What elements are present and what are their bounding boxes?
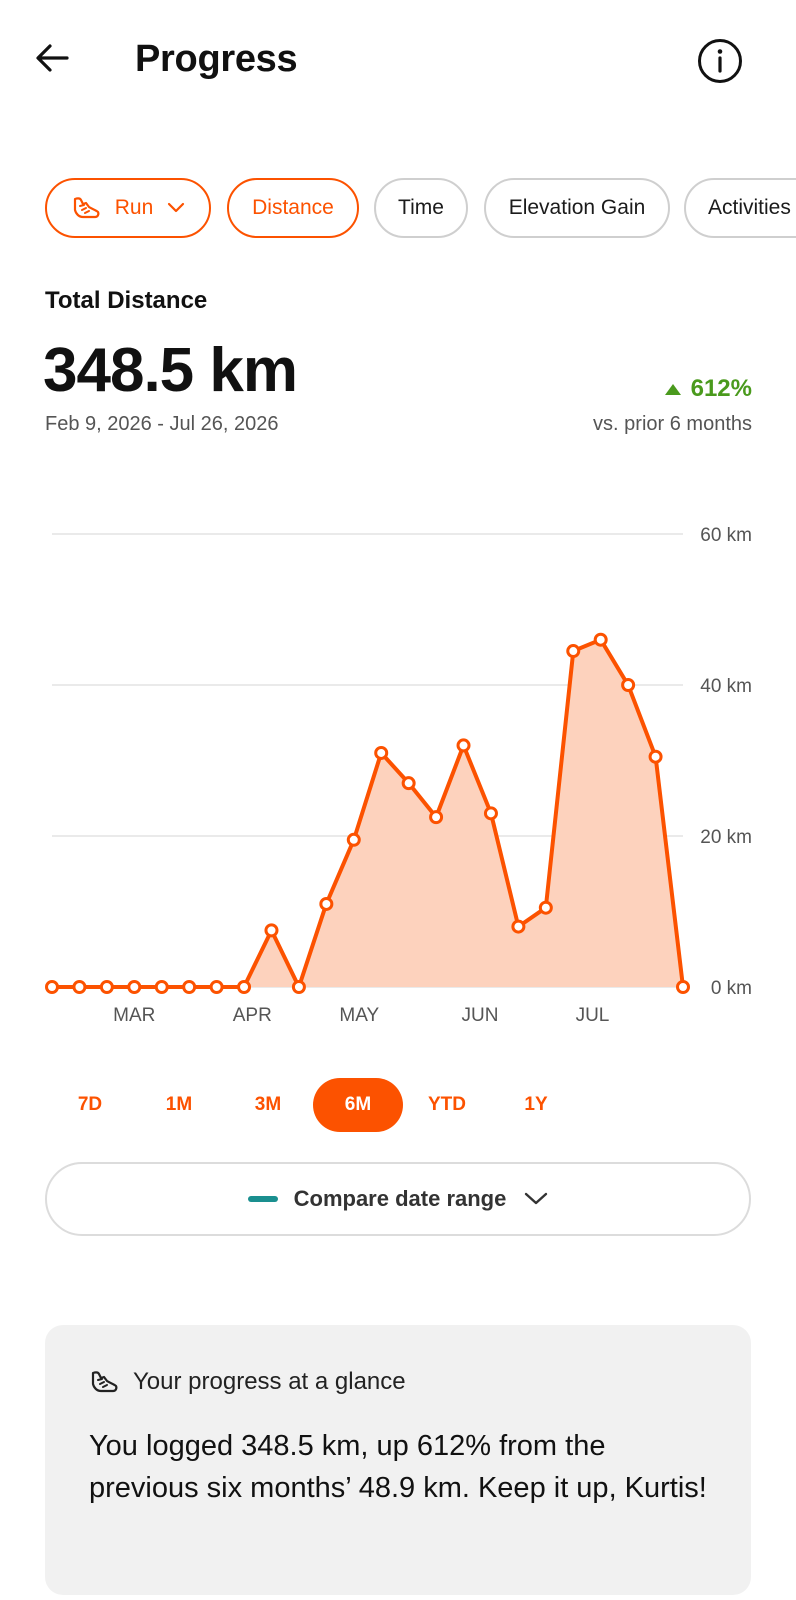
change-badge: 612% [664,375,752,403]
data-point[interactable] [72,980,87,994]
data-point[interactable] [209,980,224,994]
period-ytd[interactable]: YTD [428,1094,466,1115]
glance-title: Your progress at a glance [133,1368,406,1395]
running-shoe-icon [71,193,101,223]
chevron-down-icon [167,202,185,214]
running-shoe-icon [89,1367,119,1397]
y-tick-label: 20 km [700,827,752,848]
data-point[interactable] [566,644,581,659]
y-tick-label: 40 km [700,676,752,697]
data-point[interactable] [182,980,197,994]
x-tick-label: APR [233,1005,272,1026]
data-point[interactable] [127,980,142,994]
compare-date-range-button[interactable]: Compare date range [45,1162,751,1236]
chevron-down-icon [524,1192,548,1206]
data-point[interactable] [621,678,636,692]
total-distance-value: 348.5 km [43,336,298,405]
back-button[interactable] [32,38,72,78]
period-selector: 7D 1M 3M 6M YTD 1Y [45,1078,565,1132]
data-point[interactable] [429,810,444,825]
sport-label: Run [114,196,154,219]
compare-caption: vs. prior 6 months [593,413,752,435]
data-point[interactable] [593,632,608,647]
data-point[interactable] [237,980,252,994]
data-point[interactable] [511,919,526,934]
info-icon [698,39,742,83]
x-tick-label: MAY [339,1005,379,1026]
glance-body: You logged 348.5 km, up 612% from the pr… [89,1430,707,1504]
chip-distance[interactable]: Distance [227,178,359,238]
chip-elevation-gain[interactable]: Elevation Gain [484,178,670,238]
date-range: Feb 9, 2026 - Jul 26, 2026 [45,413,279,435]
stat-label: Total Distance [45,287,208,314]
x-tick-label: JUN [462,1005,499,1026]
y-tick-label: 60 km [700,525,752,546]
compare-indicator [247,1196,278,1202]
chip-activities[interactable]: Activities [684,178,796,238]
period-1m[interactable]: 1M [165,1094,193,1115]
page-title: Progress [135,38,298,80]
filter-chips: Run Distance Time Elevation Gain Activit… [0,178,796,240]
data-point[interactable] [676,980,690,994]
data-point[interactable] [374,745,389,760]
x-tick-label: MAR [113,1005,155,1026]
data-point[interactable] [154,980,169,994]
y-tick-label: 0 km [711,978,752,999]
data-point[interactable] [648,749,663,764]
data-point[interactable] [319,896,334,911]
arrow-left-icon [36,44,69,72]
data-point[interactable] [45,980,59,994]
period-7d[interactable]: 7D [77,1094,103,1115]
glance-header: Your progress at a glance [89,1367,406,1397]
sport-selector-chip[interactable]: Run [45,178,211,238]
x-tick-label: JUL [576,1005,610,1026]
arrow-up-icon [664,383,681,395]
data-point[interactable] [401,776,416,791]
data-point[interactable] [456,738,471,753]
data-point[interactable] [483,806,498,821]
app-header: Progress [0,0,796,120]
data-point[interactable] [346,832,361,847]
data-point[interactable] [291,980,306,994]
progress-glance-card: Your progress at a glance You logged 348… [45,1325,751,1595]
period-3m[interactable]: 3M [254,1094,282,1115]
change-percent: 612% [690,375,752,402]
period-6m[interactable]: 6M [313,1078,403,1132]
chip-time[interactable]: Time [374,178,468,238]
data-point[interactable] [99,980,114,994]
data-point[interactable] [264,923,279,938]
period-1y[interactable]: 1Y [524,1094,548,1115]
data-point[interactable] [538,900,553,915]
info-button[interactable] [697,38,743,84]
chart-area-fill [52,639,683,987]
compare-label: Compare date range [293,1186,507,1211]
distance-chart[interactable]: 60 km 40 km 20 km 0 km MAR APR MAY JUN JUL [0,500,796,1060]
